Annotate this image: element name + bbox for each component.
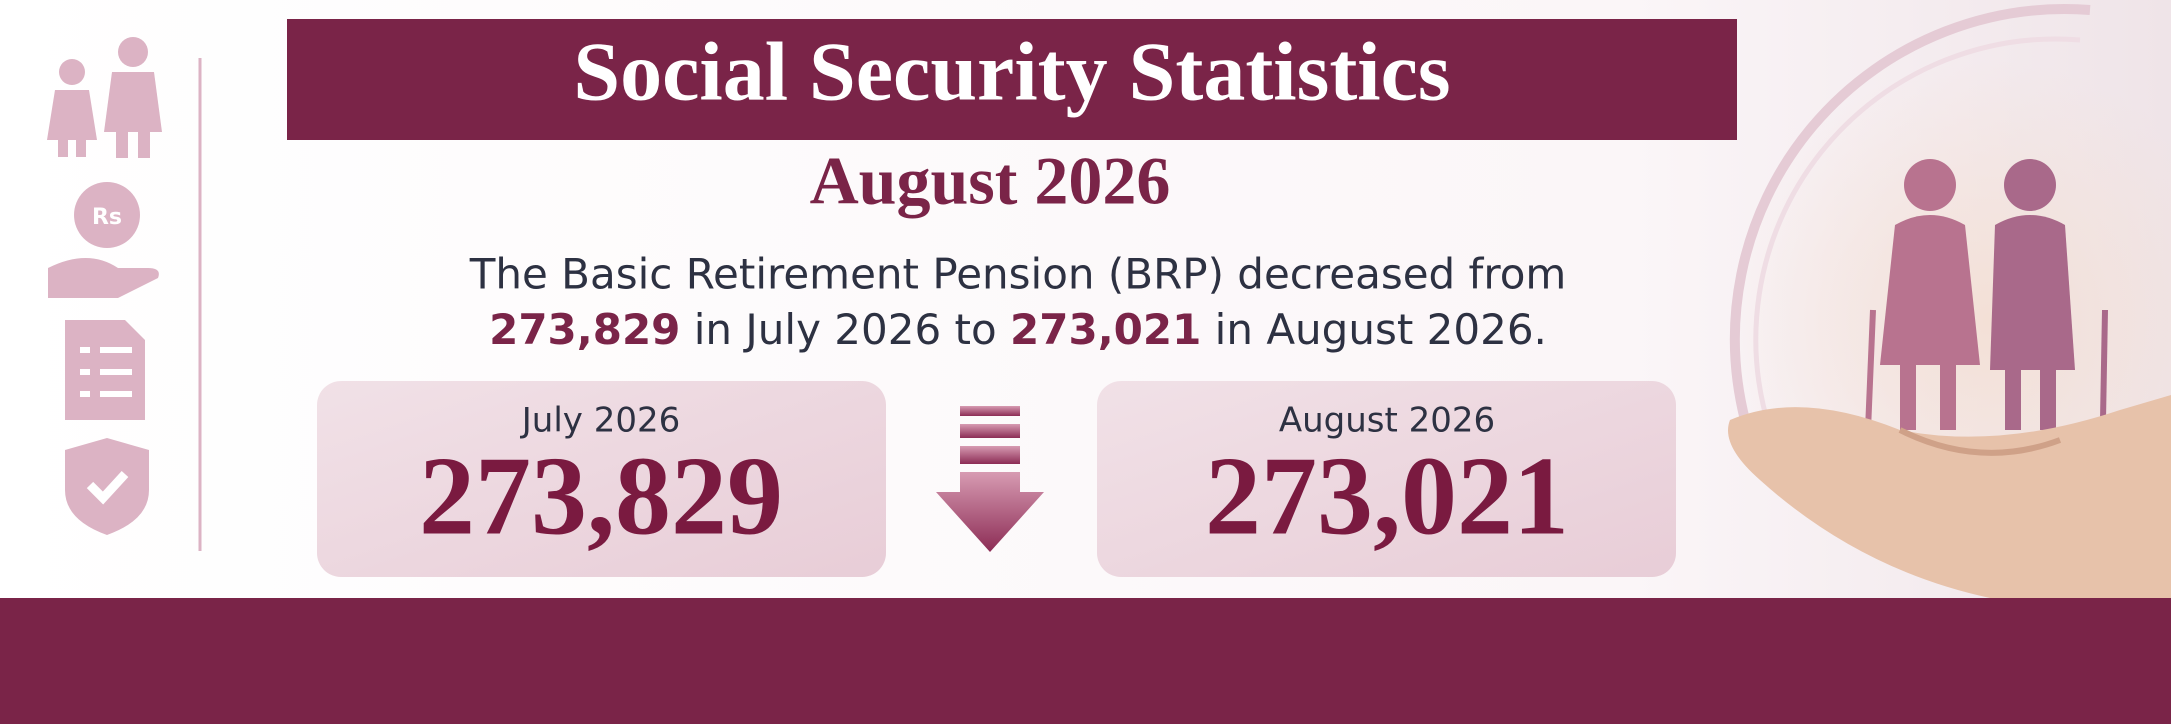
card-label: July 2026 [520, 401, 680, 441]
description-line-2: 273,829 in July 2026 to 273,021 in Augus… [489, 305, 1547, 354]
from-value: 273,829 [489, 305, 680, 354]
icon-details [80, 347, 132, 505]
card-label: August 2026 [1279, 401, 1495, 441]
subtitle: August 2026 [810, 143, 1171, 219]
rupee-icon-label: Rs [92, 205, 122, 230]
footer-band [0, 598, 2171, 724]
card [317, 381, 886, 577]
middle-text: in July 2026 to [680, 305, 1010, 354]
card-value: 273,829 [419, 435, 783, 559]
card [1097, 381, 1676, 577]
title-bar [287, 19, 1737, 140]
left-icon-column [47, 37, 162, 535]
down-arrow [936, 406, 1044, 552]
to-value: 273,021 [1010, 305, 1201, 354]
description-line-1: The Basic Retirement Pension (BRP) decre… [469, 250, 1567, 299]
title: Social Security Statistics [573, 25, 1450, 118]
elderly-on-hand-illustration [1728, 4, 2171, 598]
end-text: in August 2026. [1201, 305, 1547, 354]
card-value: 273,021 [1205, 435, 1569, 559]
